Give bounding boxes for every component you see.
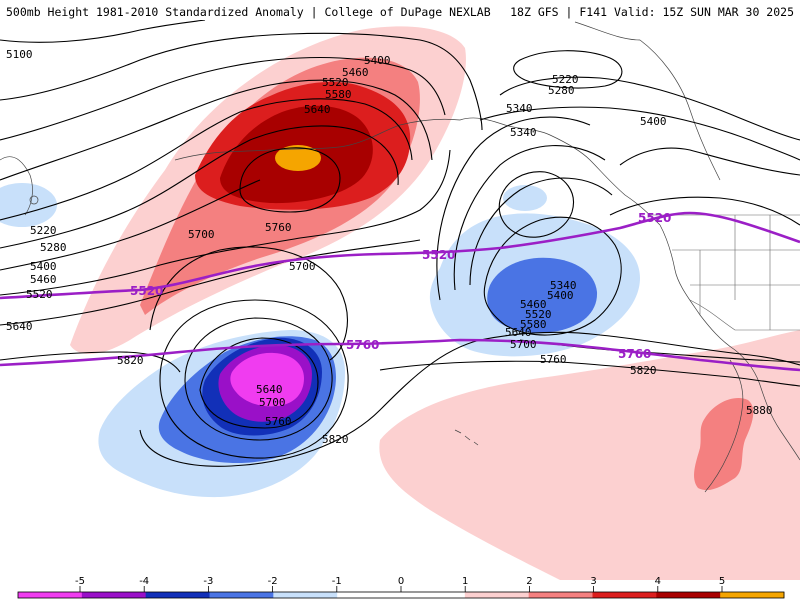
highlight-label: 5760 bbox=[346, 338, 379, 352]
contour-label: 5640 bbox=[256, 383, 283, 396]
contour-label: 5880 bbox=[746, 404, 773, 417]
legend-swatch bbox=[464, 592, 530, 598]
positive-anomaly-ridge bbox=[70, 26, 466, 355]
contour-label: 5700 bbox=[188, 228, 215, 241]
legend-swatch bbox=[592, 592, 657, 598]
legend-tick-label: -1 bbox=[332, 576, 342, 587]
legend-tick-label: 1 bbox=[462, 576, 468, 587]
color-legend: -5 -4 -3 -2 -1 0 1 2 3 4 5 bbox=[17, 576, 785, 599]
political-borders bbox=[650, 214, 800, 331]
contour-label: 5580 bbox=[325, 88, 352, 101]
legend-swatch bbox=[145, 592, 210, 598]
legend-swatch bbox=[273, 592, 338, 598]
highlight-label: 5520 bbox=[638, 211, 671, 225]
contour-label: 5520 bbox=[525, 308, 552, 321]
contour-label: 5700 bbox=[289, 260, 316, 273]
contour-label: 5820 bbox=[117, 354, 144, 367]
contour-label: 5340 bbox=[510, 126, 537, 139]
legend-tick-label: -3 bbox=[203, 576, 213, 587]
highlight-contour-labels: 5520 5520 5520 5760 5760 bbox=[130, 211, 671, 361]
legend-tick-label: -4 bbox=[139, 576, 149, 587]
contour-label: 5400 bbox=[640, 115, 667, 128]
contour-label: 5280 bbox=[548, 84, 575, 97]
legend-swatch bbox=[209, 592, 274, 598]
contour-label: 5100 bbox=[6, 48, 33, 61]
highlight-label: 5760 bbox=[618, 347, 651, 361]
contour-label: 5640 bbox=[304, 103, 331, 116]
contour-label: 5640 bbox=[6, 320, 33, 333]
map-title: 500mb Height 1981-2010 Standardized Anom… bbox=[6, 5, 491, 19]
contour-label: 5520 bbox=[26, 288, 53, 301]
contour-label: 5400 bbox=[30, 260, 57, 273]
contour-label: 5340 bbox=[550, 279, 577, 292]
legend-swatch bbox=[401, 592, 466, 598]
legend-swatch bbox=[720, 592, 785, 598]
legend-swatch bbox=[528, 592, 593, 598]
valid-time-label: 18Z GFS | F141 Valid: 15Z SUN MAR 30 202… bbox=[510, 5, 794, 19]
positive-anomaly-east bbox=[379, 330, 800, 580]
legend-tick-label: -5 bbox=[75, 576, 85, 587]
legend-swatch bbox=[656, 592, 721, 598]
legend-swatch bbox=[81, 592, 147, 598]
contour-label: 5280 bbox=[40, 241, 67, 254]
legend-swatch bbox=[18, 592, 83, 598]
contour-label: 5220 bbox=[30, 224, 57, 237]
contour-label: 5400 bbox=[547, 289, 574, 302]
contour-label: 5760 bbox=[540, 353, 567, 366]
highlight-label: 5520 bbox=[130, 284, 163, 298]
contour-label: 5580 bbox=[520, 318, 547, 331]
map-header: 500mb Height 1981-2010 Standardized Anom… bbox=[0, 0, 800, 20]
legend-swatch bbox=[337, 592, 402, 598]
legend-ticks: -5 -4 -3 -2 -1 0 1 2 3 4 5 bbox=[75, 576, 725, 592]
contour-label: 5460 bbox=[30, 273, 57, 286]
legend-tick-label: 3 bbox=[590, 576, 596, 587]
contour-label: 5400 bbox=[364, 54, 391, 67]
contour-label: 5640 bbox=[505, 326, 532, 339]
legend-bar bbox=[17, 591, 785, 599]
highlight-label: 5520 bbox=[422, 248, 455, 262]
contour-label: 5520 bbox=[322, 76, 349, 89]
highlight-contours bbox=[0, 211, 800, 372]
contour-labels: 5100 5400 5460 5520 5580 5640 5220 5280 … bbox=[6, 48, 773, 446]
legend-outline bbox=[17, 591, 785, 599]
contour-label: 5340 bbox=[506, 102, 533, 115]
contour-label: 5820 bbox=[322, 433, 349, 446]
contour-label: 5460 bbox=[342, 66, 369, 79]
legend-tick-label: 5 bbox=[719, 576, 725, 587]
contour-label: 5760 bbox=[265, 415, 292, 428]
legend-tick-label: 4 bbox=[655, 576, 661, 587]
contour-label: 5700 bbox=[510, 338, 537, 351]
anomaly-map: 5100 5400 5460 5520 5580 5640 5220 5280 … bbox=[0, 20, 800, 580]
legend-tick-label: 2 bbox=[526, 576, 532, 587]
islands bbox=[29, 195, 479, 446]
contour-label: 5760 bbox=[265, 221, 292, 234]
legend-tick-label: -2 bbox=[268, 576, 278, 587]
height-contours bbox=[0, 20, 800, 467]
contour-label: 5820 bbox=[630, 364, 657, 377]
contour-label: 5700 bbox=[259, 396, 286, 409]
contour-label: 5220 bbox=[552, 73, 579, 86]
contour-label: 5460 bbox=[520, 298, 547, 311]
legend-tick-label: 0 bbox=[398, 576, 404, 587]
